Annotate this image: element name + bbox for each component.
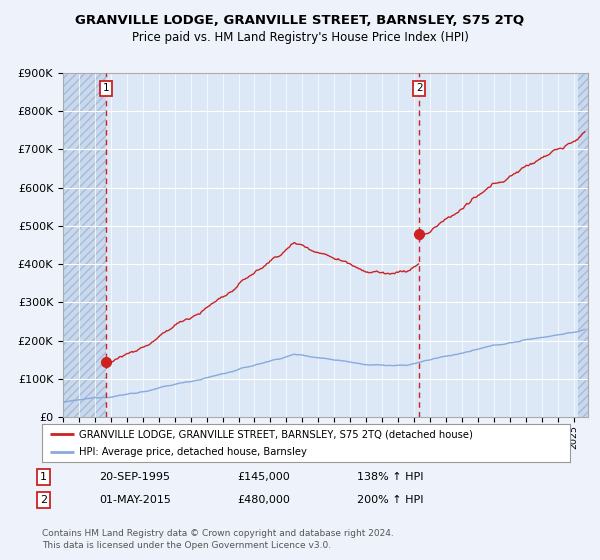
Text: GRANVILLE LODGE, GRANVILLE STREET, BARNSLEY, S75 2TQ: GRANVILLE LODGE, GRANVILLE STREET, BARNS… (76, 14, 524, 27)
Text: 1: 1 (40, 472, 47, 482)
Text: Price paid vs. HM Land Registry's House Price Index (HPI): Price paid vs. HM Land Registry's House … (131, 31, 469, 44)
Text: Contains HM Land Registry data © Crown copyright and database right 2024.
This d: Contains HM Land Registry data © Crown c… (42, 529, 394, 550)
Text: 01-MAY-2015: 01-MAY-2015 (99, 495, 171, 505)
Text: 20-SEP-1995: 20-SEP-1995 (99, 472, 170, 482)
Text: 2: 2 (416, 83, 422, 94)
Text: £480,000: £480,000 (237, 495, 290, 505)
Text: 1: 1 (103, 83, 110, 94)
Text: 200% ↑ HPI: 200% ↑ HPI (357, 495, 424, 505)
Text: 138% ↑ HPI: 138% ↑ HPI (357, 472, 424, 482)
Text: £145,000: £145,000 (237, 472, 290, 482)
Text: HPI: Average price, detached house, Barnsley: HPI: Average price, detached house, Barn… (79, 447, 307, 458)
Bar (578, 73, 590, 417)
Bar (63, 73, 106, 417)
Text: 2: 2 (40, 495, 47, 505)
Text: GRANVILLE LODGE, GRANVILLE STREET, BARNSLEY, S75 2TQ (detached house): GRANVILLE LODGE, GRANVILLE STREET, BARNS… (79, 429, 473, 439)
